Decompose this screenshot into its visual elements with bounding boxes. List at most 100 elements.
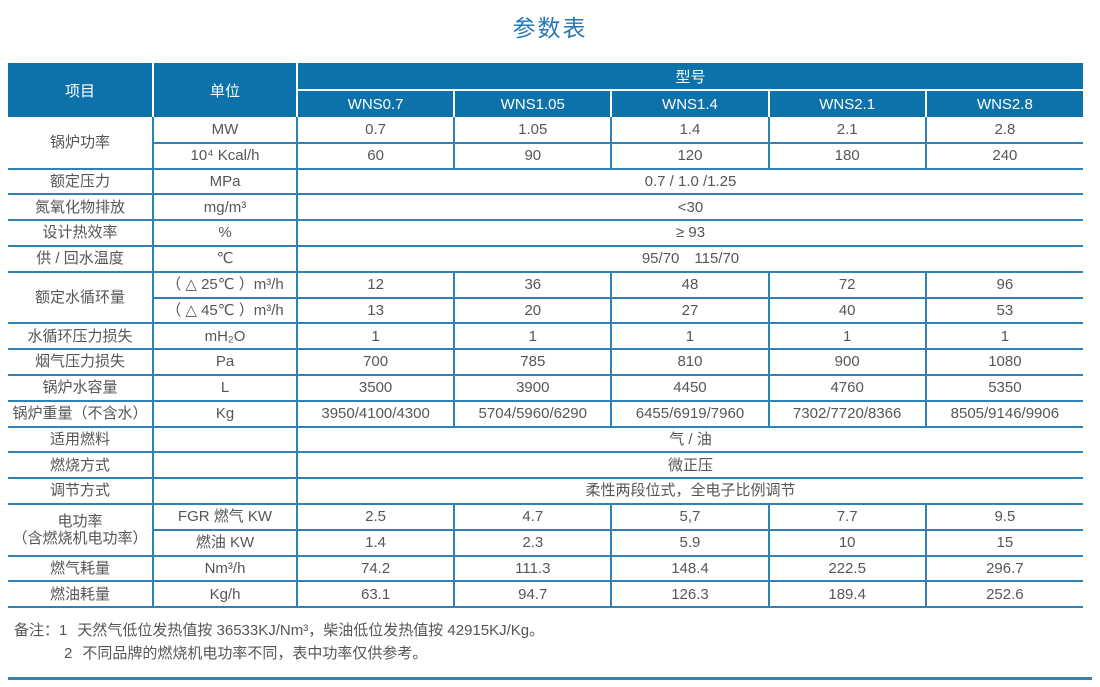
value-cell: <30: [296, 194, 1083, 222]
param-label: 锅炉重量（不含水）: [8, 400, 153, 428]
value-cell: 1: [610, 323, 769, 351]
unit-cell: ℃: [152, 245, 297, 273]
table-row: 适用燃料 气 / 油: [8, 426, 1083, 454]
note-text: 天然气低位发热值按 36533KJ/Nm³，柴油低位发热值按 42915KJ/K…: [77, 622, 545, 640]
model-header: WNS2.1: [767, 89, 926, 117]
unit-cell: [152, 426, 297, 454]
value-cell: 296.7: [924, 555, 1083, 583]
unit-cell: Nm³/h: [152, 555, 297, 583]
note-text: 不同品牌的燃烧机电功率不同，表中功率仅供参考。: [82, 644, 428, 662]
model-header: WNS0.7: [295, 89, 455, 117]
value-cell: 9.5: [924, 503, 1083, 531]
value-cell: 1.05: [453, 117, 612, 144]
unit-cell: mH₂O: [152, 323, 297, 351]
table-row: 10⁴ Kcal/h 60 90 120 180 240: [8, 142, 1083, 170]
page-title: 参数表: [512, 15, 588, 41]
param-label: 额定压力: [8, 168, 153, 196]
param-label: 锅炉功率: [8, 117, 153, 170]
value-cell: 810: [610, 349, 769, 376]
value-cell: 20: [453, 297, 612, 325]
table-row: 燃油耗量 Kg/h 63.1 94.7 126.3 189.4 252.6: [8, 581, 1083, 609]
value-cell: 8505/9146/9906: [924, 400, 1083, 428]
value-cell: 48: [610, 271, 769, 299]
table-body: 锅炉功率 MW 0.7 1.05 1.4 2.1 2.8 10⁴ Kcal/h 60 90 120 1…: [8, 117, 1083, 609]
value-cell: 5,7: [610, 503, 769, 531]
param-label: 水循环压力损失: [8, 323, 153, 351]
unit-cell: 10⁴ Kcal/h: [152, 142, 297, 170]
value-cell: 微正压: [296, 452, 1083, 480]
value-cell: 240: [924, 142, 1083, 170]
value-cell: 94.7: [453, 581, 612, 609]
value-cell: 4450: [610, 374, 769, 402]
table-row: 锅炉水容量 L 3500 3900 4450 4760 5350: [8, 374, 1083, 402]
value-cell: 2.8: [924, 117, 1083, 144]
unit-cell: %: [152, 220, 297, 247]
notes-label: 备注：: [14, 622, 60, 640]
value-cell: 60: [295, 142, 455, 170]
unit-cell: MW: [152, 117, 297, 144]
note-line-1: 备注： 1 天然气低位发热值按 36533KJ/Nm³，柴油低位发热值按 429…: [14, 620, 1100, 643]
value-cell: 1: [453, 323, 612, 351]
header-model-group: 型号: [296, 63, 1083, 90]
value-cell: 63.1: [295, 581, 455, 609]
param-label: 烟气压力损失: [8, 349, 153, 376]
value-cell: 15: [924, 529, 1083, 557]
unit-cell: 燃油 KW: [152, 529, 297, 557]
table-row: 锅炉重量（不含水） Kg 3950/4100/4300 5704/5960/6290 6…: [8, 400, 1083, 428]
value-cell: 72: [767, 271, 926, 299]
value-cell: 13: [295, 297, 455, 325]
table-row: 烟气压力损失 Pa 700 785 810 900 1080: [8, 349, 1083, 376]
notes: 备注： 1 天然气低位发热值按 36533KJ/Nm³，柴油低位发热值按 429…: [14, 620, 1100, 665]
value-cell: 1: [924, 323, 1083, 351]
header-row-models: WNS0.7 WNS1.05 WNS1.4 WNS2.1 WNS2.8: [8, 89, 1083, 117]
value-cell: 36: [453, 271, 612, 299]
value-cell: 222.5: [767, 555, 926, 583]
value-cell: 252.6: [924, 581, 1083, 609]
value-cell: 柔性两段位式，全电子比例调节: [296, 478, 1083, 505]
value-cell: 12: [295, 271, 455, 299]
value-cell: 95/70 115/70: [296, 245, 1083, 273]
param-label: 供 / 回水温度: [8, 245, 153, 273]
value-cell: 785: [453, 349, 612, 376]
value-cell: 10: [767, 529, 926, 557]
param-label: 氮氧化物排放: [8, 194, 153, 222]
value-cell: 1080: [924, 349, 1083, 376]
value-cell: 4.7: [453, 503, 612, 531]
param-label: 适用燃料: [8, 426, 153, 454]
bottom-rule: [8, 677, 1092, 681]
table-row: 额定水循环量（ △ 25℃ ）m³/h 12 36 48 72 96: [8, 271, 1083, 325]
value-cell: 120: [610, 142, 769, 170]
value-cell: 0.7 / 1.0 /1.25: [296, 168, 1083, 196]
param-label: 燃烧方式: [8, 452, 153, 480]
value-cell: 3950/4100/4300: [295, 400, 455, 428]
value-cell: 0.7: [295, 117, 455, 144]
value-cell: 700: [295, 349, 455, 376]
unit-cell: （ △ 25℃ ）m³/h: [152, 271, 297, 299]
value-cell: 5704/5960/6290: [453, 400, 612, 428]
table-row: 水循环压力损失 mH₂O 1 1 1 1 1: [8, 323, 1083, 351]
table-row: 设计热效率% ≥ 93: [8, 220, 1083, 247]
value-cell: 27: [610, 297, 769, 325]
unit-cell: [152, 452, 297, 480]
unit-cell: L: [152, 374, 297, 402]
table-row: 燃烧方式 微正压: [8, 452, 1083, 480]
table-row: （ △ 45℃ ）m³/h 13 20 27 40 53: [8, 297, 1083, 325]
value-cell: 90: [453, 142, 612, 170]
value-cell: 148.4: [610, 555, 769, 583]
value-cell: 6455/6919/7960: [610, 400, 769, 428]
model-header: WNS2.8: [924, 89, 1083, 117]
value-cell: 1.4: [610, 117, 769, 144]
value-cell: 180: [767, 142, 926, 170]
table-header: 项目 单位 型号 WNS0.7 WNS1.05 WNS1.4 WNS2.1 WNS2.8: [8, 63, 1083, 117]
table-row: 燃油 KW 1.4 2.3 5.9 10 15: [8, 529, 1083, 557]
value-cell: 900: [767, 349, 926, 376]
unit-cell: （ △ 45℃ ）m³/h: [152, 297, 297, 325]
value-cell: 1.4: [295, 529, 455, 557]
value-cell: 5.9: [610, 529, 769, 557]
unit-cell: mg/m³: [152, 194, 297, 222]
table-row: 供 / 回水温度 ℃ 95/70 115/70: [8, 245, 1083, 273]
param-label: 燃油耗量: [8, 581, 153, 609]
model-header: WNS1.4: [610, 89, 769, 117]
value-cell: 111.3: [453, 555, 612, 583]
